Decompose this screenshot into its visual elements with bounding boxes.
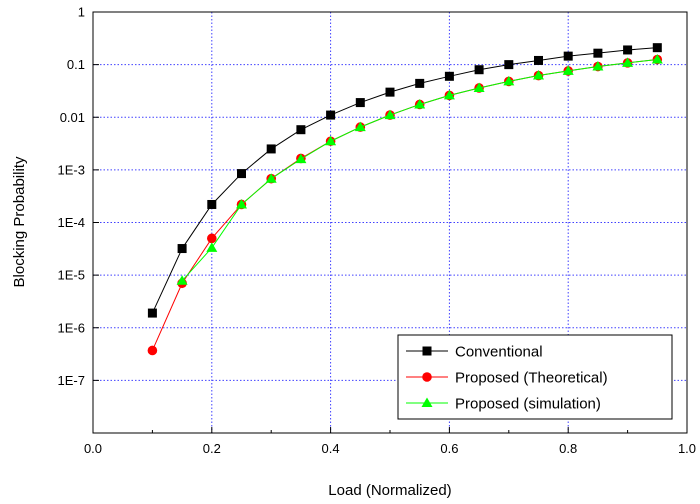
- data-point: [562, 65, 574, 75]
- data-point: [147, 308, 157, 318]
- series-triangle: [176, 54, 663, 285]
- data-point: [414, 98, 426, 109]
- data-point: [651, 54, 663, 64]
- x-tick-label: 0.8: [559, 441, 577, 456]
- data-point: [592, 61, 604, 71]
- legend-marker: [422, 372, 432, 382]
- data-point: [266, 144, 276, 154]
- legend-label: Conventional: [455, 344, 543, 361]
- data-point: [325, 135, 337, 146]
- x-tick-label: 0.6: [440, 441, 458, 456]
- data-point: [622, 57, 634, 67]
- data-point: [474, 65, 484, 75]
- y-tick-label: 0.1: [67, 57, 85, 72]
- legend-label: Proposed (Theoretical): [455, 370, 608, 387]
- y-tick-label: 0.01: [60, 110, 85, 125]
- data-point: [533, 70, 544, 80]
- y-axis-title: Blocking Probability: [11, 156, 28, 287]
- data-point: [354, 121, 366, 132]
- data-point: [623, 45, 633, 55]
- y-tick-label: 1E-4: [58, 215, 85, 230]
- data-point: [147, 345, 158, 356]
- series-line: [151, 47, 658, 314]
- data-point: [534, 55, 543, 65]
- data-point: [415, 78, 425, 88]
- legend: Conventional Proposed (Theoretical) Propos…: [397, 334, 673, 420]
- data-point: [473, 82, 485, 92]
- y-tick-label: 1E-7: [58, 373, 85, 388]
- data-point: [652, 43, 662, 53]
- legend-label: Proposed (simulation): [455, 396, 601, 413]
- data-point: [176, 275, 188, 285]
- y-tick-label: 1E-5: [58, 268, 85, 283]
- y-tick-label: 1E-3: [58, 162, 85, 177]
- y-tick-label: 1: [78, 5, 85, 20]
- x-tick-label: 0.2: [203, 441, 221, 456]
- data-point: [207, 233, 217, 244]
- x-tick-label: 1.0: [678, 441, 696, 456]
- data-point: [296, 125, 306, 135]
- data-point: [444, 71, 454, 81]
- data-point: [563, 51, 573, 61]
- data-point: [326, 110, 336, 120]
- data-point: [177, 244, 187, 254]
- series-square: [147, 43, 662, 318]
- legend-marker: [421, 397, 433, 407]
- data-point: [265, 173, 277, 183]
- data-point: [206, 242, 218, 252]
- data-point: [237, 169, 246, 179]
- x-tick-label: 0.4: [322, 441, 340, 456]
- legend-marker: [422, 346, 432, 356]
- y-tick-label: 1E-6: [58, 320, 85, 335]
- data-point: [593, 48, 603, 58]
- plot-series: [147, 43, 663, 356]
- data-point: [355, 98, 365, 108]
- x-axis-title: Load (Normalized): [328, 482, 451, 499]
- data-point: [384, 109, 396, 120]
- data-point: [207, 199, 217, 209]
- data-point: [236, 198, 247, 209]
- data-point: [503, 75, 515, 86]
- data-point: [385, 87, 395, 97]
- data-point: [443, 89, 455, 100]
- data-point: [295, 153, 307, 164]
- data-point: [504, 60, 514, 70]
- axis-ticks: 0.0 0.2 0.4 0.6 0.8 1.0 1 0.1 0.01 1E-3 1E-4 1E-5 1E…: [58, 5, 697, 457]
- x-tick-label: 0.0: [84, 441, 102, 456]
